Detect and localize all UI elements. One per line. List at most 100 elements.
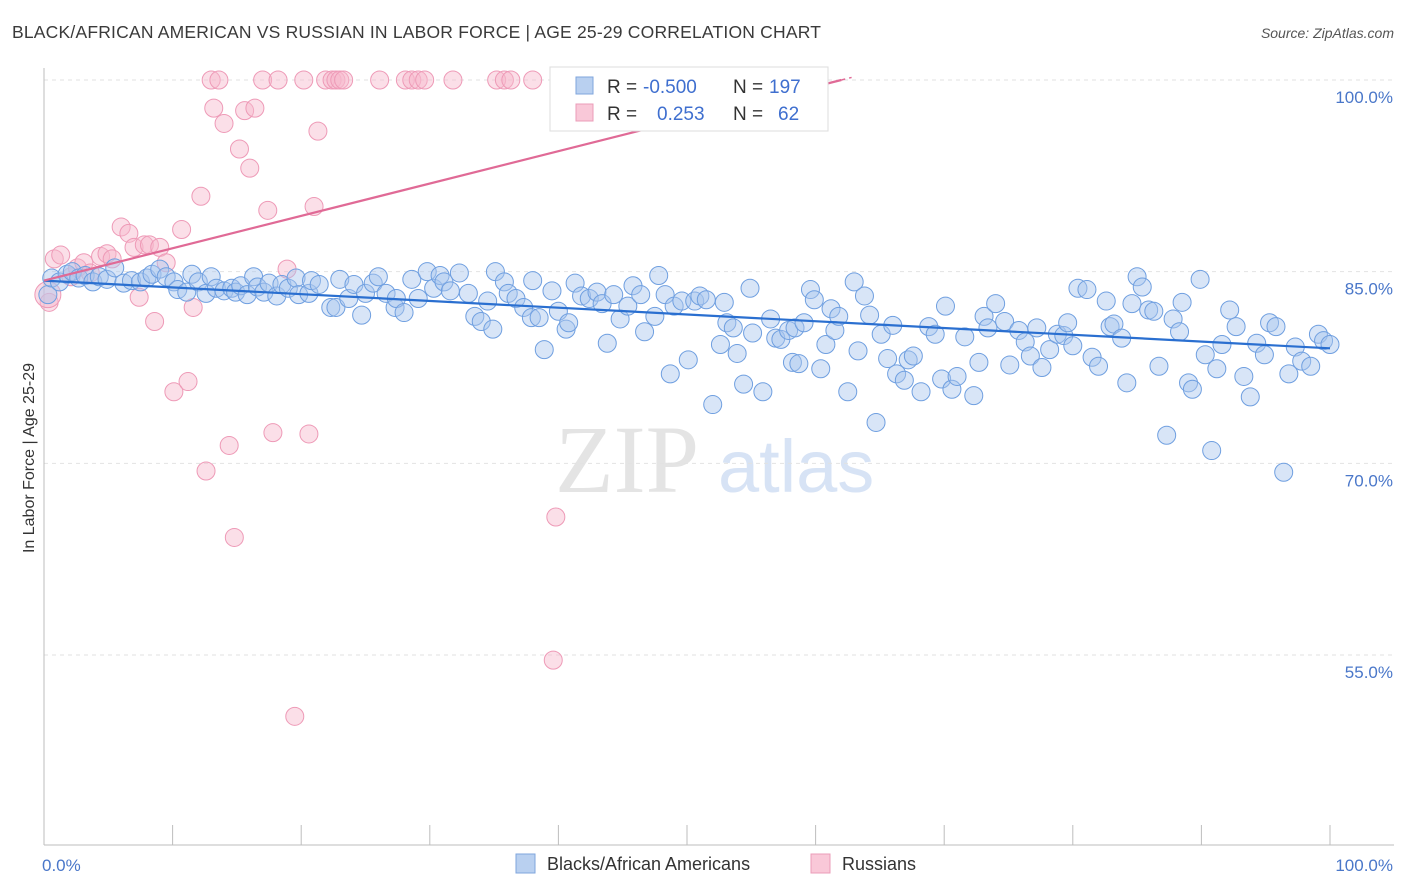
data-point: [268, 70, 288, 90]
data-point: [942, 379, 962, 399]
data-point: [660, 364, 680, 384]
data-point: [1032, 358, 1052, 377]
data-point: [649, 266, 669, 285]
y-axis-label: In Labor Force | Age 25-29: [21, 363, 38, 553]
data-point: [219, 435, 239, 455]
data-point: [964, 386, 984, 406]
data-point: [932, 369, 952, 389]
data-point: [925, 324, 945, 344]
data-point: [947, 366, 967, 386]
data-point: [294, 70, 314, 90]
data-point: [286, 268, 306, 288]
series-legend-swatch-blue: [515, 853, 536, 874]
data-point: [974, 306, 994, 326]
data-point: [209, 70, 229, 90]
data-point: [1292, 351, 1312, 371]
data-point: [935, 296, 955, 316]
data-point: [565, 273, 585, 293]
data-point: [529, 308, 549, 328]
data-point: [285, 706, 305, 726]
data-point: [134, 235, 154, 255]
data-point: [894, 370, 914, 390]
data-point: [191, 186, 211, 206]
data-point: [408, 70, 428, 90]
legend-n-label-2: N =: [733, 104, 763, 125]
data-point: [866, 412, 886, 432]
data-point: [164, 382, 184, 402]
data-point: [478, 291, 498, 311]
data-point: [114, 273, 134, 293]
data-point: [782, 352, 802, 372]
data-point: [172, 220, 192, 239]
data-point: [1301, 356, 1321, 376]
series-legend-label-blue: Blacks/African Americans: [547, 854, 750, 874]
series-legend: Blacks/African Americans Russians: [515, 853, 916, 874]
data-point: [402, 269, 422, 289]
legend-n-value-2: 62: [778, 104, 799, 125]
data-point: [631, 285, 651, 305]
data-point: [471, 312, 491, 331]
data-point: [572, 286, 592, 306]
data-point: [1190, 269, 1210, 289]
data-point: [978, 318, 998, 338]
data-point: [1254, 345, 1274, 365]
data-point: [911, 382, 931, 402]
data-point: [1266, 317, 1286, 337]
data-point: [224, 527, 244, 547]
data-point: [449, 263, 469, 283]
data-point: [534, 340, 554, 360]
data-point: [523, 70, 543, 90]
data-point: [1212, 335, 1232, 354]
y-tick-label: 70.0%: [1345, 471, 1393, 490]
source-credit: Source: ZipAtlas.com: [1260, 25, 1394, 41]
x-tick-label: 100.0%: [1335, 856, 1393, 875]
data-point: [245, 98, 265, 118]
data-point: [717, 313, 737, 333]
data-point: [501, 70, 521, 90]
data-point: [253, 70, 273, 90]
data-point: [1132, 277, 1152, 297]
data-point: [308, 121, 328, 141]
data-point: [714, 292, 734, 312]
legend-n-label-1: N =: [733, 77, 763, 98]
axes: [43, 68, 1394, 846]
data-point: [848, 341, 868, 361]
data-point: [597, 333, 617, 353]
data-point: [204, 98, 224, 118]
data-point: [955, 327, 975, 347]
data-point: [1202, 441, 1222, 461]
legend-swatch-blue: [575, 76, 594, 95]
data-point: [1163, 309, 1183, 329]
data-point: [1172, 292, 1192, 312]
data-point: [368, 267, 388, 287]
x-axis-tick-labels: 0.0% 100.0%: [42, 856, 1393, 875]
x-tick-label: 0.0%: [42, 856, 81, 875]
y-tick-label: 100.0%: [1335, 88, 1393, 107]
data-point: [645, 306, 665, 326]
data-point: [352, 305, 372, 325]
data-point: [678, 350, 698, 370]
series-legend-label-pink: Russians: [842, 854, 916, 874]
data-point: [1117, 373, 1137, 393]
data-point: [263, 423, 283, 443]
series-legend-swatch-pink: [810, 853, 831, 874]
y-tick-label: 85.0%: [1345, 280, 1393, 299]
data-point: [785, 318, 805, 338]
legend-r-label-2: R =: [607, 104, 637, 125]
data-point: [1320, 335, 1340, 354]
correlation-legend: R = -0.500 N = 197 R = 0.253 N = 62: [549, 66, 829, 132]
data-point: [821, 299, 841, 319]
data-point: [1240, 387, 1260, 407]
data-point: [1089, 356, 1109, 376]
data-point: [150, 259, 170, 279]
data-point: [487, 70, 507, 90]
data-point: [543, 650, 563, 670]
data-point: [743, 323, 763, 343]
data-point: [321, 297, 341, 317]
data-point: [1127, 267, 1147, 287]
data-point: [1077, 280, 1097, 300]
data-point: [523, 271, 543, 291]
data-point: [1020, 346, 1040, 366]
legend-swatch-pink: [575, 103, 594, 122]
chart-title: BLACK/AFRICAN AMERICAN VS RUSSIAN IN LAB…: [12, 22, 822, 42]
